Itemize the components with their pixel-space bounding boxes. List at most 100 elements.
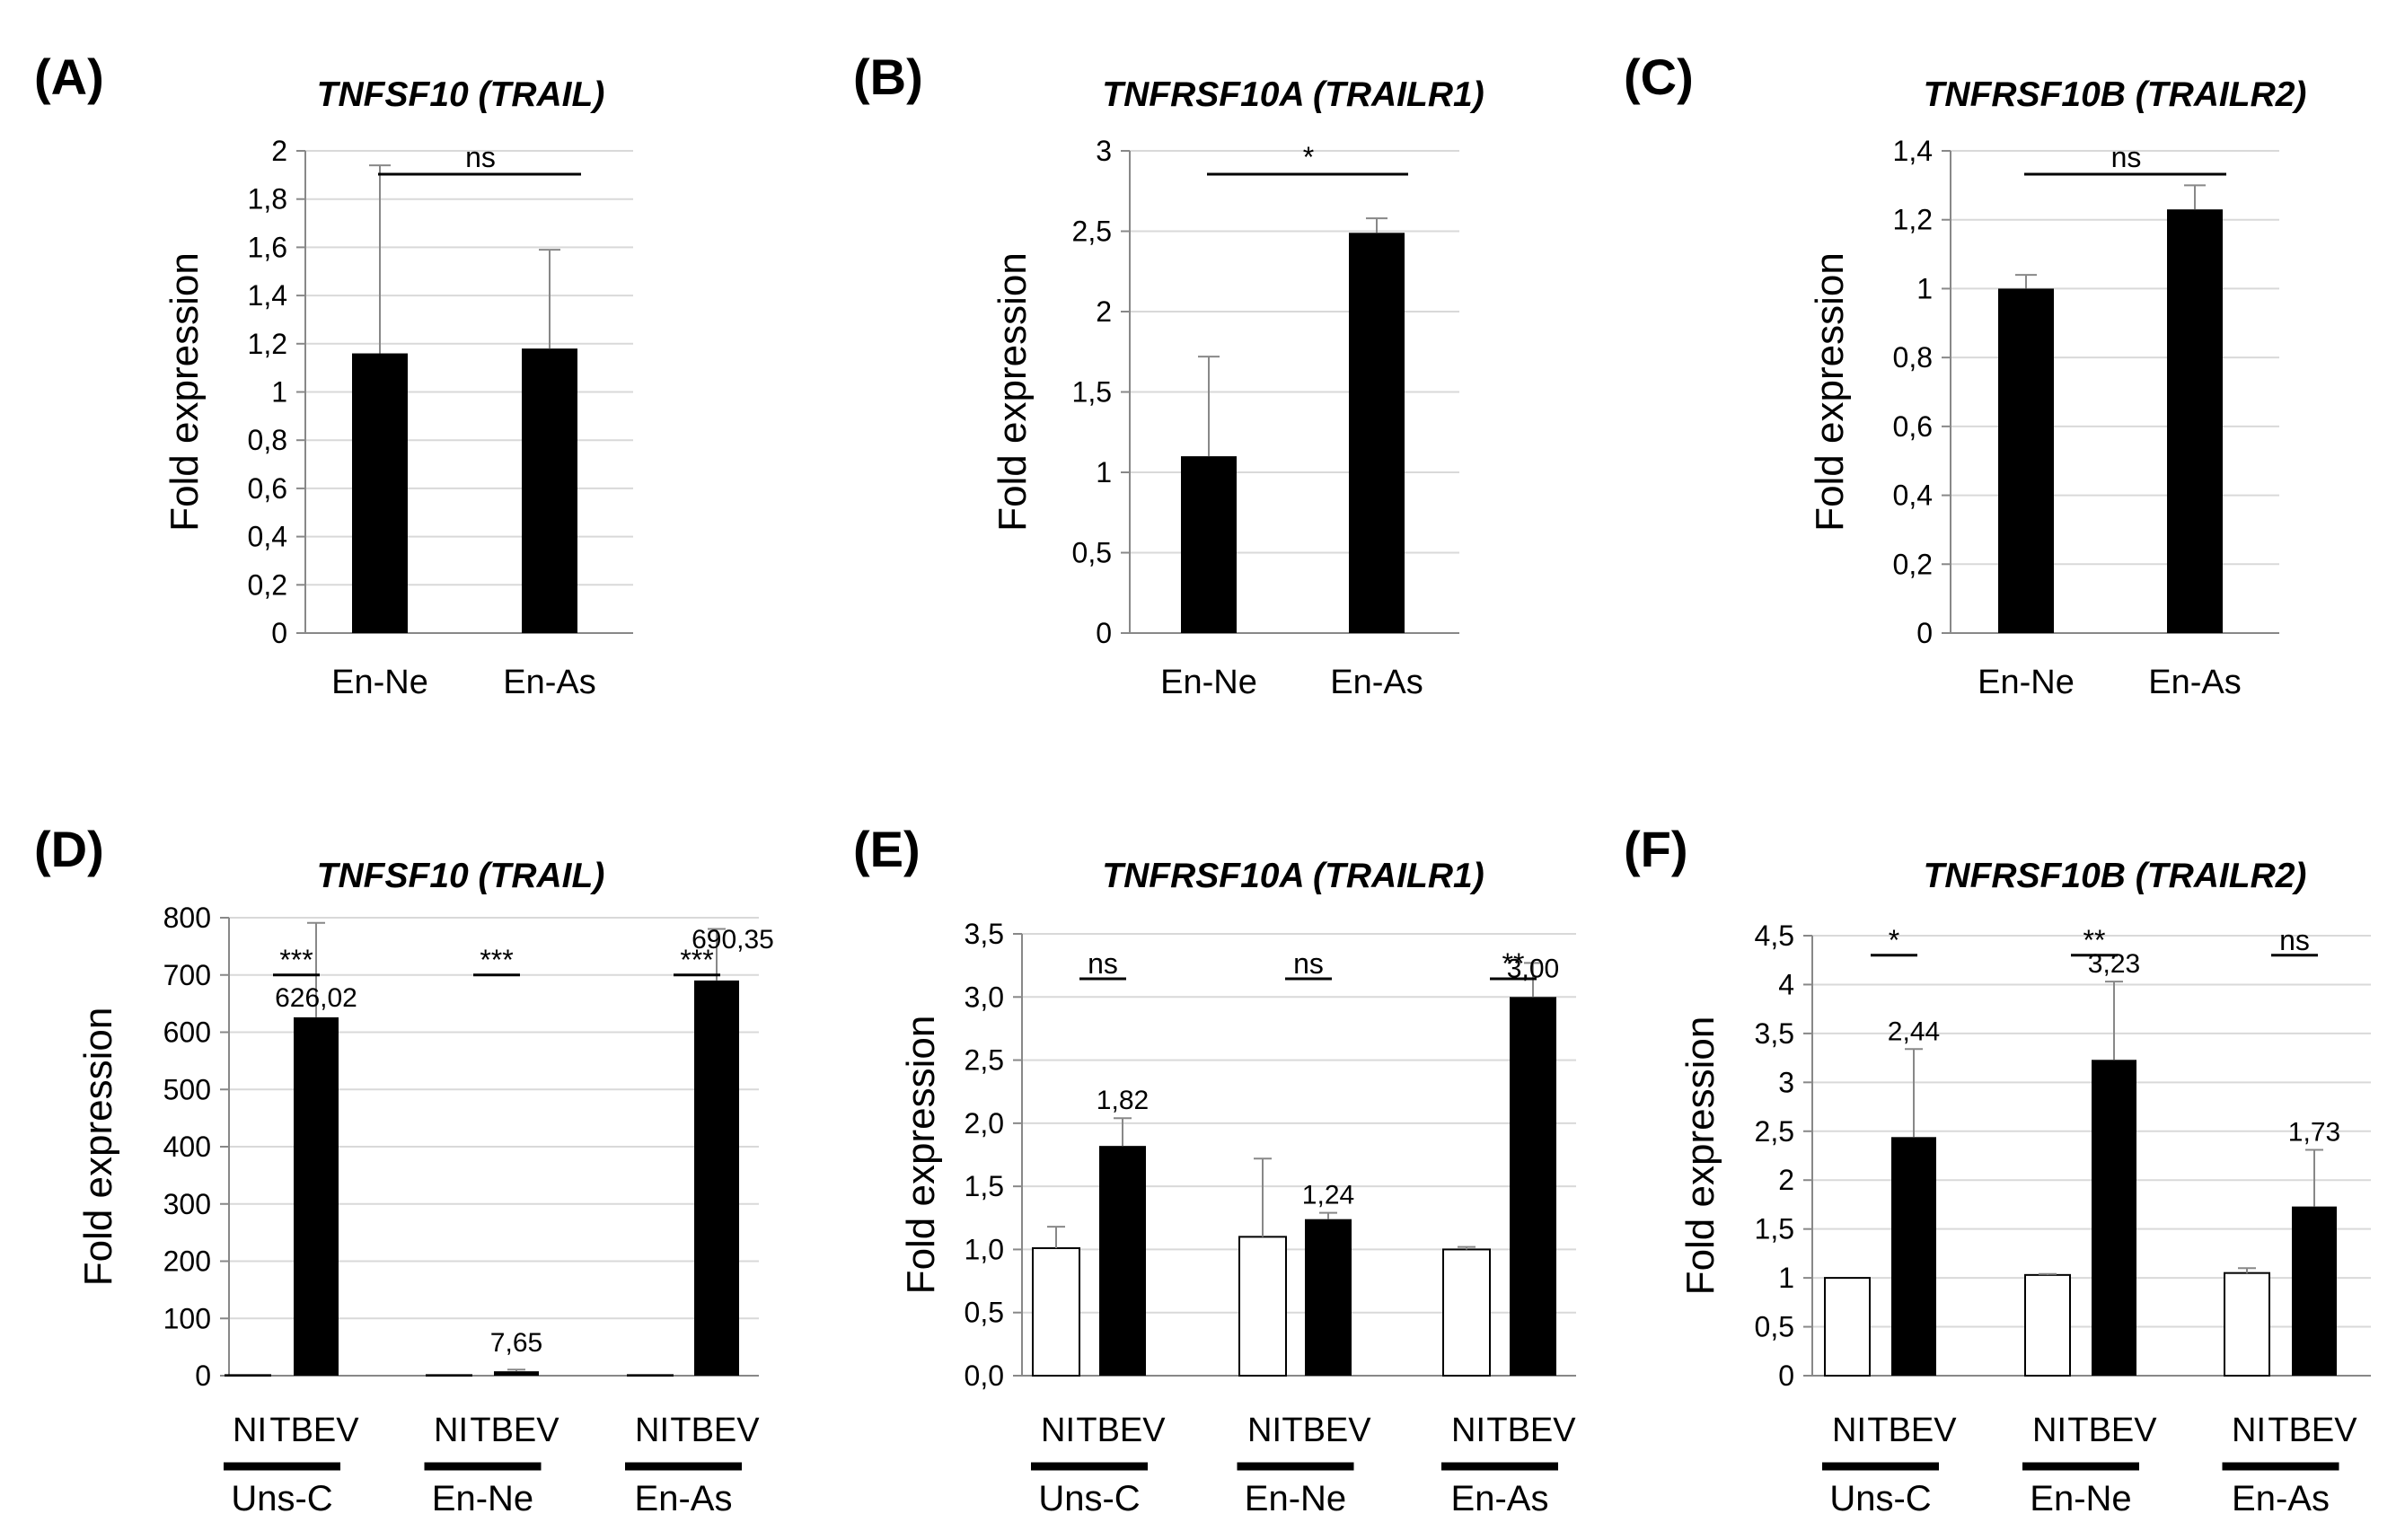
panel-b-y-tick-label: 3 — [1096, 135, 1112, 167]
panel-b-y-tick-label: 1 — [1096, 456, 1112, 488]
panel-f-y-tick-label: 1,5 — [1755, 1213, 1794, 1245]
panel-f-group-label: En-Ne — [2030, 1479, 2131, 1518]
panel-d-bar-tbev-En-Ne — [494, 1371, 539, 1376]
panel-f-bar-ni-En-As — [2224, 1272, 2270, 1377]
panel-e-bar-tbev-Uns-C — [1099, 1146, 1146, 1376]
panel-d-bar-ni-Uns-C — [225, 1374, 271, 1377]
panel-d-significance-label: *** — [480, 944, 513, 976]
panel-c-significance-label: ns — [2111, 141, 2142, 173]
panel-f-y-axis-label: Fold expression — [1678, 1016, 1722, 1296]
panel-f-category-label-tbev: TBEV — [2067, 1412, 2157, 1449]
panel-f-y-tick-label: 3 — [1778, 1066, 1794, 1098]
panel-d-category-label-ni: NI — [434, 1412, 468, 1449]
panel-b-y-tick-label: 0 — [1096, 617, 1112, 649]
panel-d-y-tick-label: 300 — [163, 1188, 211, 1220]
panel-d-category-label-ni: NI — [233, 1412, 267, 1449]
panel-e-title: TNFRSF10A (TRAILR1) — [1102, 857, 1484, 895]
panel-f-bar-ni-Uns-C — [1824, 1277, 1871, 1377]
panel-d-group-label: Uns-C — [231, 1479, 332, 1518]
panel-a-letter: (A) — [34, 48, 104, 105]
panel-e-category-label-ni: NI — [1247, 1412, 1282, 1449]
panel-e-y-tick-label: 1,5 — [965, 1170, 1004, 1202]
panel-d-value-label: 690,35 — [692, 925, 774, 955]
panel-d-y-tick-label: 800 — [163, 902, 211, 934]
panel-e-category-label-ni: NI — [1451, 1412, 1485, 1449]
panel-f-category-label-tbev: TBEV — [2268, 1412, 2357, 1449]
panel-d-y-tick-label: 200 — [163, 1245, 211, 1278]
panel-b-y-tick-label: 0,5 — [1072, 537, 1112, 569]
panel-e-value-label: 1,24 — [1302, 1181, 1354, 1210]
panel-e-value-label: 1,82 — [1097, 1086, 1149, 1115]
panel-c-y-tick-label: 0 — [1916, 617, 1933, 649]
panel-c-y-tick-label: 1,4 — [1893, 135, 1933, 167]
panel-d-bar-tbev-En-As — [694, 980, 739, 1376]
panel-f-significance-label: * — [1889, 924, 1899, 956]
panel-d-category-label-tbev: TBEV — [470, 1412, 559, 1449]
panel-c-y-tick-label: 0,4 — [1893, 480, 1933, 512]
panel-e-y-axis-label: Fold expression — [899, 1016, 943, 1295]
panel-c-category-label: En-As — [2148, 664, 2241, 701]
panel-a-y-tick-label: 1,8 — [248, 183, 287, 216]
panel-e-group-label: En-Ne — [1245, 1479, 1346, 1518]
panel-f-value-label: 1,73 — [2288, 1117, 2340, 1147]
panel-c-bar-En-Ne — [1998, 288, 2054, 633]
panel-a-y-tick-label: 1,4 — [248, 279, 287, 312]
panel-f-group-label: Uns-C — [1829, 1479, 1931, 1518]
panel-b-y-tick-label: 2 — [1096, 295, 1112, 328]
panel-b-y-tick-label: 2,5 — [1072, 216, 1112, 248]
panel-d-significance-label: *** — [279, 944, 313, 976]
panel-d-y-tick-label: 600 — [163, 1016, 211, 1049]
panel-c-bar-En-As — [2167, 209, 2223, 633]
panel-f-y-tick-label: 4,5 — [1755, 920, 1794, 952]
panel-b-title: TNFRSF10A (TRAILR1) — [1102, 75, 1484, 114]
panel-e-category-label-tbev: TBEV — [1282, 1412, 1371, 1449]
panel-f-y-tick-label: 1 — [1778, 1262, 1794, 1294]
panel-b-category-label: En-As — [1330, 664, 1423, 701]
panel-f-bar-tbev-En-Ne — [2092, 1060, 2136, 1376]
panel-f-y-tick-label: 2,5 — [1755, 1115, 1794, 1148]
panel-f-bar-ni-En-Ne — [2024, 1273, 2071, 1377]
panel-f-group-label: En-As — [2232, 1479, 2330, 1518]
panel-d-y-tick-label: 100 — [163, 1302, 211, 1334]
panel-a-y-tick-label: 1 — [271, 376, 287, 409]
panel-e-category-label-tbev: TBEV — [1076, 1412, 1166, 1449]
panel-d-y-tick-label: 400 — [163, 1131, 211, 1163]
panel-e-y-tick-label: 3,5 — [965, 918, 1004, 950]
panel-f-category-label-ni: NI — [1832, 1412, 1866, 1449]
panel-d-letter: (D) — [34, 821, 104, 877]
panel-c-y-axis-label: Fold expression — [1808, 252, 1852, 532]
panel-a-y-tick-label: 1,6 — [248, 231, 287, 263]
panel-b-significance-label: * — [1303, 141, 1314, 173]
panel-f-significance-label: ** — [2083, 924, 2106, 956]
panel-d-group-label: En-Ne — [432, 1479, 533, 1518]
panel-a-y-tick-label: 0,8 — [248, 424, 287, 456]
panel-c-letter: (C) — [1624, 48, 1694, 105]
panel-e-category-label-ni: NI — [1041, 1412, 1075, 1449]
panel-f-bar-tbev-Uns-C — [1891, 1137, 1936, 1376]
panel-a-y-tick-label: 0,2 — [248, 568, 287, 601]
panel-c-category-label: En-Ne — [1978, 664, 2075, 701]
panel-e-y-tick-label: 2,5 — [965, 1044, 1004, 1077]
panel-f-y-tick-label: 0,5 — [1755, 1311, 1794, 1343]
panel-a-y-tick-label: 0,4 — [248, 521, 287, 553]
panel-a-y-tick-label: 2 — [271, 135, 287, 167]
panel-d-bar-ni-En-As — [627, 1374, 674, 1377]
panel-e-group-label: En-As — [1451, 1479, 1549, 1518]
panel-d-value-label: 7,65 — [490, 1328, 542, 1358]
panel-d-category-label-ni: NI — [635, 1412, 669, 1449]
panel-e-category-label-tbev: TBEV — [1486, 1412, 1576, 1449]
panel-a-category-label: En-Ne — [331, 664, 428, 701]
panel-c-y-tick-label: 0,8 — [1893, 341, 1933, 374]
panel-b-letter: (B) — [853, 48, 923, 105]
panel-b-y-tick-label: 1,5 — [1072, 376, 1112, 409]
panel-a-y-axis-label: Fold expression — [163, 252, 207, 532]
panel-f-category-label-ni: NI — [2032, 1412, 2066, 1449]
panel-d-bar-ni-En-Ne — [426, 1374, 472, 1377]
panel-e-significance-label: ns — [1088, 947, 1118, 980]
panel-d-group-label: En-As — [635, 1479, 733, 1518]
panel-e-bar-tbev-En-As — [1510, 997, 1556, 1376]
panel-e-significance-label: ** — [1502, 947, 1525, 980]
panel-a-y-tick-label: 0,6 — [248, 472, 287, 505]
panel-e-letter: (E) — [853, 821, 921, 877]
